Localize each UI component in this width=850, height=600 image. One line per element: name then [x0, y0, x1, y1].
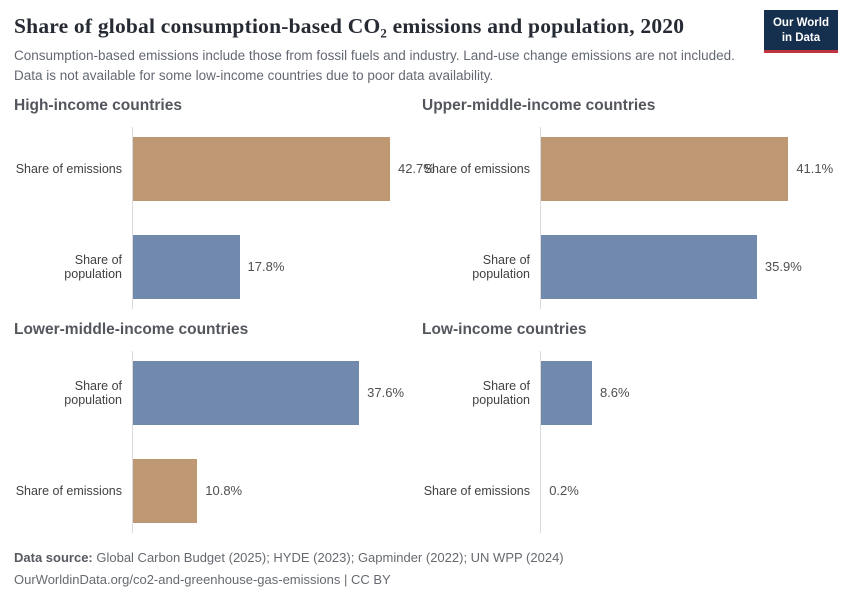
bar-label: Share of population [64, 378, 122, 407]
page-title: Share of global consumption-based CO₂ em… [14, 14, 685, 38]
bar-value: 41.1% [796, 161, 834, 176]
bar-value: 8.6% [599, 385, 630, 400]
population-bar[interactable] [132, 234, 240, 299]
population-bar[interactable] [540, 360, 592, 425]
bar-value: 35.9% [764, 259, 802, 274]
panel-title-high-income: High-income countries [14, 96, 182, 114]
emissions-bar[interactable] [132, 458, 198, 523]
data-source-line: Data source: Global Carbon Budget (2025)… [14, 547, 830, 569]
bar-value: 0.2% [549, 483, 579, 498]
panel-title-upper-middle-income: Upper-middle-income countries [422, 96, 656, 114]
bar-label: Share of population [472, 378, 530, 407]
panel-title-low-income: Low-income countries [422, 320, 587, 338]
bar-row: Share of population 35.9% [422, 234, 830, 299]
panel-high-income: High-income countries Share of emissions… [14, 96, 435, 309]
bar-track: 17.8% [132, 234, 422, 299]
bar-chart-lower-middle-income: Share of population 37.6% Share of emiss… [14, 350, 422, 533]
bar-label: Share of emissions [423, 161, 530, 176]
bar-track: 42.7% [132, 136, 435, 201]
bar-value: 42.7% [397, 161, 435, 176]
bar-value: 10.8% [205, 483, 243, 498]
axis-line [132, 126, 133, 309]
owid-logo[interactable]: Our World in Data [763, 10, 838, 53]
attribution-link[interactable]: OurWorldinData.org/co2-and-greenhouse-ga… [14, 571, 391, 587]
axis-line [540, 126, 541, 309]
bar-label: Share of emissions [15, 161, 122, 176]
bar-label: Share of population [64, 252, 122, 281]
facet-grid: High-income countries Share of emissions… [14, 96, 834, 533]
emissions-bar[interactable] [540, 136, 789, 201]
population-bar[interactable] [132, 360, 360, 425]
data-source-text: Global Carbon Budget (2025); HYDE (2023)… [92, 549, 564, 565]
bar-row: Share of emissions 10.8% [14, 458, 422, 523]
bar-row: Share of population 37.6% [14, 360, 422, 425]
bar-chart-upper-middle-income: Share of emissions 41.1% Share of popula… [422, 126, 834, 309]
bar-track: 0.2% [540, 458, 830, 523]
panel-low-income: Low-income countries Share of population… [422, 321, 830, 533]
bar-value: 37.6% [367, 385, 405, 400]
axis-line [132, 350, 133, 533]
data-source-label: Data source: [14, 549, 93, 565]
owid-logo-line1: Our World [772, 17, 829, 29]
bar-row: Share of emissions 41.1% [422, 136, 834, 201]
chart-footer: Data source: Global Carbon Budget (2025)… [14, 547, 830, 591]
chart-header: Share of global consumption-based CO₂ em… [14, 10, 838, 87]
bar-label: Share of emissions [15, 483, 122, 498]
panel-lower-middle-income: Lower-middle-income countries Share of p… [14, 321, 422, 533]
bar-row: Share of emissions 42.7% [14, 136, 435, 201]
bar-label: Share of emissions [423, 483, 530, 498]
bar-chart-high-income: Share of emissions 42.7% Share of popula… [14, 126, 435, 309]
axis-line [540, 350, 541, 533]
emissions-bar[interactable] [132, 136, 390, 201]
owid-logo-line2: in Data [781, 31, 821, 44]
bar-track: 41.1% [540, 136, 834, 201]
bar-row: Share of emissions 0.2% [422, 458, 830, 523]
bar-track: 37.6% [132, 360, 422, 425]
population-bar[interactable] [540, 234, 757, 299]
chart-subtitle: Consumption-based emissions include thos… [14, 48, 735, 84]
bar-chart-low-income: Share of population 8.6% Share of emissi… [422, 350, 830, 533]
bar-label: Share of population [472, 252, 530, 281]
panel-upper-middle-income: Upper-middle-income countries Share of e… [422, 96, 834, 309]
bar-track: 35.9% [540, 234, 830, 299]
bar-track: 10.8% [132, 458, 422, 523]
bar-row: Share of population 8.6% [422, 360, 830, 425]
panel-title-lower-middle-income: Lower-middle-income countries [14, 320, 249, 338]
bar-value: 17.8% [247, 259, 285, 274]
bar-track: 8.6% [540, 360, 830, 425]
bar-row: Share of population 17.8% [14, 234, 422, 299]
